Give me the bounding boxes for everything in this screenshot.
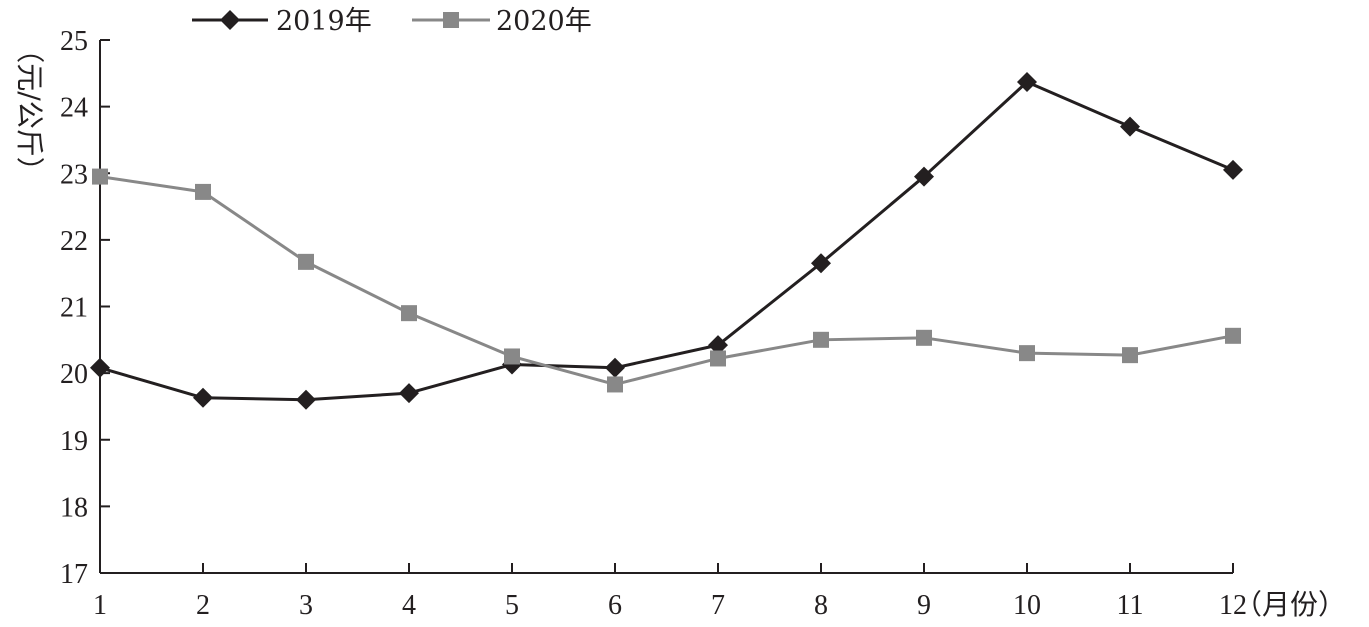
y-tick-label: 19 (60, 426, 88, 457)
data-point-square (607, 376, 623, 393)
x-tick-label: 3 (299, 590, 313, 621)
series-layer (90, 71, 1243, 410)
x-tick-label: 11 (1117, 590, 1144, 621)
data-point-square (1019, 345, 1035, 362)
series-line (99, 80, 1234, 402)
series-2020年 (92, 168, 1241, 393)
data-point-square (504, 348, 520, 365)
x-tick-label: 10 (1013, 590, 1041, 621)
x-tick-label: 1 (93, 590, 107, 621)
data-point-diamond (605, 357, 625, 378)
legend: 2019年 2020年 (192, 6, 592, 37)
data-point-square (92, 168, 108, 185)
data-point-diamond (914, 166, 934, 187)
legend-marker-2020-square (443, 12, 459, 28)
data-point-diamond (1017, 71, 1037, 92)
legend-label-2019: 2019年 (276, 6, 372, 37)
data-point-diamond (296, 389, 316, 410)
series-2019年 (90, 71, 1243, 410)
data-point-diamond (1223, 159, 1243, 180)
y-tick-label: 20 (60, 359, 88, 390)
legend-marker-2019-diamond (220, 10, 240, 30)
legend-item-2020: 2020年 (412, 6, 592, 37)
data-point-diamond (1120, 116, 1140, 137)
y-tick-label: 21 (60, 293, 88, 324)
data-point-diamond (90, 357, 110, 378)
y-tick-label: 17 (60, 559, 88, 590)
data-point-diamond (811, 253, 831, 274)
x-tick-label: 9 (917, 590, 931, 621)
x-tick-label: 2 (196, 590, 210, 621)
data-point-square (298, 253, 314, 270)
data-point-square (1122, 347, 1138, 364)
legend-item-2019: 2019年 (192, 6, 372, 37)
data-point-square (710, 350, 726, 367)
x-tick-label: 12 (1219, 590, 1247, 621)
data-point-square (813, 331, 829, 348)
data-point-square (916, 329, 932, 346)
y-tick-label: 18 (60, 492, 88, 523)
x-tick-label: 4 (402, 590, 416, 621)
x-tick-label: 6 (608, 590, 622, 621)
y-tick-label: 24 (60, 93, 88, 124)
y-axis-title: （元/公斤） (13, 35, 46, 184)
x-tick-label: 5 (505, 590, 519, 621)
y-tick-label: 22 (60, 226, 88, 257)
x-tick-label: 8 (814, 590, 828, 621)
data-point-square (1225, 327, 1241, 344)
data-point-diamond (193, 387, 213, 408)
data-point-diamond (708, 335, 728, 356)
data-point-square (195, 183, 211, 200)
data-point-square (401, 305, 417, 322)
x-tick-label: 7 (711, 590, 725, 621)
y-tick-label: 23 (60, 159, 88, 190)
data-point-diamond (399, 383, 419, 404)
legend-label-2020: 2020年 (496, 6, 592, 37)
x-axis-unit-label: （月份） (1234, 588, 1346, 621)
series-line (99, 175, 1234, 386)
y-tick-label: 25 (60, 26, 88, 57)
